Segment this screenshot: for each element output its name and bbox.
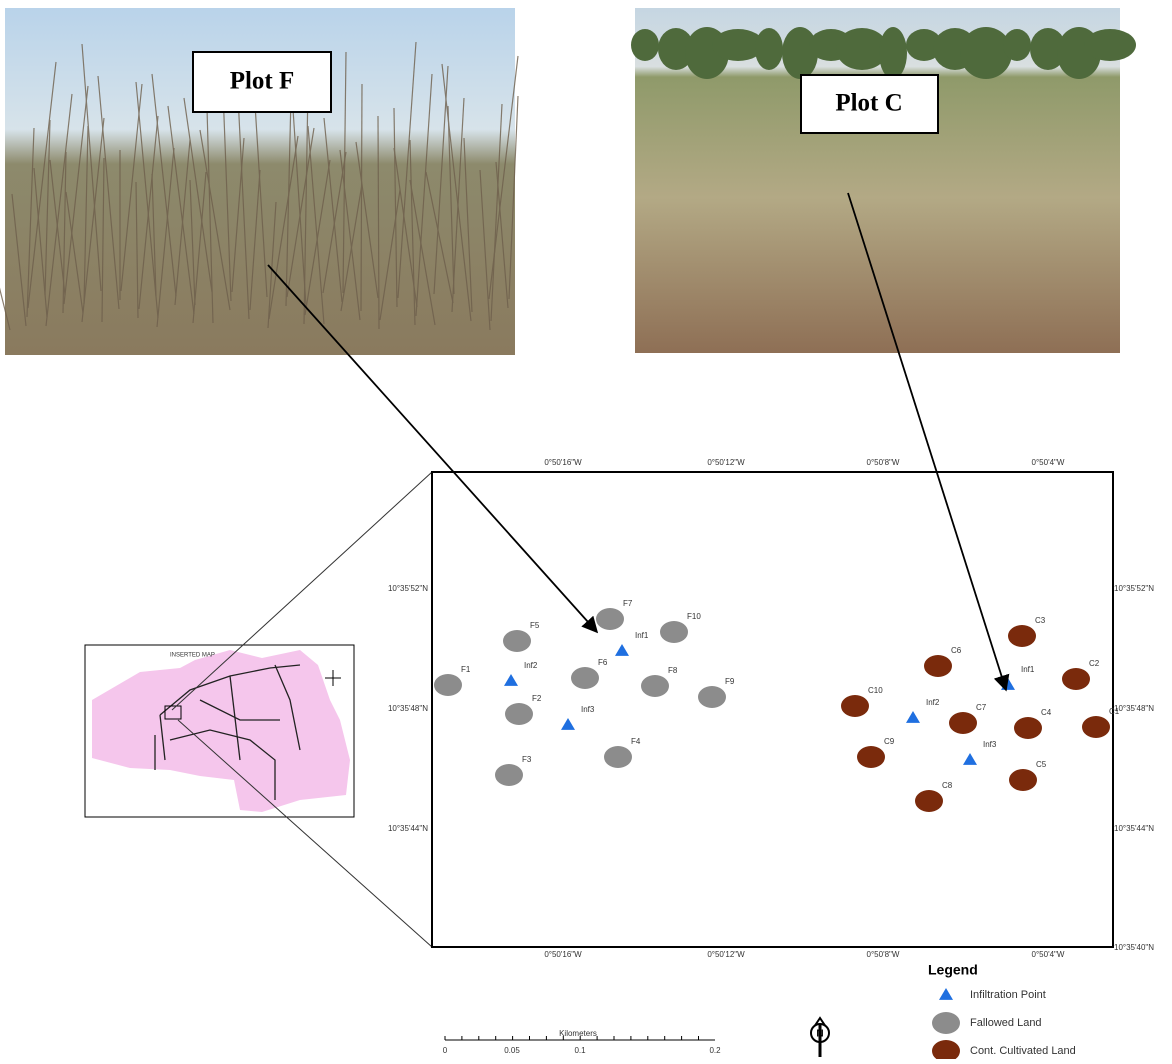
scale-title: Kilometers bbox=[559, 1029, 597, 1038]
scale-label: 0.2 bbox=[709, 1046, 721, 1055]
scale-bar: Kilometers 0 0.05 0.1 0.2 bbox=[443, 1029, 721, 1055]
point-label: Inf3 bbox=[983, 740, 997, 749]
cultivated-plot bbox=[1082, 716, 1110, 738]
legend-label: Infiltration Point bbox=[970, 989, 1046, 1001]
fallowed-plot bbox=[604, 746, 632, 768]
legend-title: Legend bbox=[928, 962, 978, 978]
point-label: F1 bbox=[461, 665, 471, 674]
top-tick-label: 0°50'12"W bbox=[707, 458, 745, 467]
point-label: F5 bbox=[530, 621, 540, 630]
fallowed-plot bbox=[495, 764, 523, 786]
point-label: F8 bbox=[668, 666, 678, 675]
arrow bbox=[847, 192, 1010, 692]
cultivated-plot bbox=[1009, 769, 1037, 791]
photo-label: Plot F bbox=[230, 68, 295, 95]
point-label: C6 bbox=[951, 646, 962, 655]
infiltration-point bbox=[963, 753, 977, 765]
point-label: Inf1 bbox=[635, 631, 649, 640]
photo-label: Plot C bbox=[835, 90, 902, 117]
top-tick-label: 0°50'16"W bbox=[544, 458, 582, 467]
point-label: F6 bbox=[598, 658, 608, 667]
point-label: Inf2 bbox=[524, 661, 538, 670]
point-label: Inf1 bbox=[1021, 665, 1035, 674]
point-label: C8 bbox=[942, 781, 953, 790]
point-label: C9 bbox=[884, 737, 895, 746]
svg-text:N: N bbox=[816, 1029, 823, 1040]
cultivated-plot bbox=[932, 1040, 960, 1062]
point-label: F3 bbox=[522, 755, 532, 764]
point-label: C7 bbox=[976, 703, 987, 712]
bottom-tick-label: 0°50'8"W bbox=[867, 950, 900, 959]
left-tick-label: 10°35'44"N bbox=[388, 824, 428, 833]
cultivated-plot bbox=[1062, 668, 1090, 690]
right-tick-label: 10°35'40"N bbox=[1114, 943, 1154, 952]
cultivated-plot bbox=[1008, 625, 1036, 647]
point-label: C3 bbox=[1035, 616, 1046, 625]
zoom-line bbox=[171, 471, 433, 711]
point-label: Inf3 bbox=[581, 705, 595, 714]
right-tick-label: 10°35'52"N bbox=[1114, 584, 1154, 593]
point-label: C4 bbox=[1041, 708, 1052, 717]
infiltration-point bbox=[906, 711, 920, 723]
fallowed-plot bbox=[503, 630, 531, 652]
scale-label: 0.1 bbox=[574, 1046, 586, 1055]
point-label: C2 bbox=[1089, 659, 1100, 668]
photo-plot-c: Plot C bbox=[631, 8, 1136, 353]
fallowed-plot bbox=[660, 621, 688, 643]
legend: Legend Infiltration Point Fallowed Land Co… bbox=[928, 962, 1076, 1062]
fallowed-plot bbox=[932, 1012, 960, 1034]
right-tick-label: 10°35'48"N bbox=[1114, 704, 1154, 713]
photo-label-box bbox=[192, 51, 332, 113]
scale-label: 0 bbox=[443, 1046, 448, 1055]
infiltration-point bbox=[504, 674, 518, 686]
cultivated-plot bbox=[841, 695, 869, 717]
point-label: F2 bbox=[532, 694, 542, 703]
infiltration-point bbox=[939, 988, 953, 1000]
legend-label: Cont. Cultivated Land bbox=[970, 1045, 1076, 1057]
right-tick-label: 10°35'44"N bbox=[1114, 824, 1154, 833]
fallowed-plot bbox=[505, 703, 533, 725]
bottom-tick-label: 0°50'12"W bbox=[707, 950, 745, 959]
scale-label: 0.05 bbox=[504, 1046, 520, 1055]
point-label: C5 bbox=[1036, 760, 1047, 769]
cultivated-plot bbox=[924, 655, 952, 677]
infiltration-point bbox=[561, 718, 575, 730]
fallowed-plot bbox=[596, 608, 624, 630]
point-label: F4 bbox=[631, 737, 641, 746]
left-tick-label: 10°35'52"N bbox=[388, 584, 428, 593]
point-label: F10 bbox=[687, 612, 701, 621]
fallowed-plot bbox=[571, 667, 599, 689]
photo-label-box bbox=[800, 74, 939, 134]
top-tick-label: 0°50'4"W bbox=[1032, 458, 1065, 467]
cultivated-plot bbox=[915, 790, 943, 812]
legend-label: Fallowed Land bbox=[970, 1017, 1042, 1029]
point-label: Inf2 bbox=[926, 698, 940, 707]
cultivated-plot bbox=[857, 746, 885, 768]
left-tick-label: 10°35'48"N bbox=[388, 704, 428, 713]
point-label: C10 bbox=[868, 686, 883, 695]
fallowed-plot bbox=[434, 674, 462, 696]
infiltration-point bbox=[615, 644, 629, 656]
point-label: F9 bbox=[725, 677, 735, 686]
inset-title: INSERTED MAP bbox=[170, 653, 215, 659]
north-arrow: N bbox=[810, 1016, 830, 1057]
fallowed-plot bbox=[641, 675, 669, 697]
map-frame bbox=[431, 471, 1114, 948]
point-label: C1 bbox=[1109, 707, 1120, 716]
inset-map: INSERTED MAP bbox=[84, 644, 355, 818]
photo-plot-f: Plot F bbox=[0, 8, 519, 355]
cultivated-plot bbox=[1014, 717, 1042, 739]
bottom-tick-label: 0°50'16"W bbox=[544, 950, 582, 959]
top-tick-label: 0°50'8"W bbox=[867, 458, 900, 467]
point-label: F7 bbox=[623, 599, 633, 608]
bottom-tick-label: 0°50'4"W bbox=[1032, 950, 1065, 959]
zoom-line bbox=[177, 719, 433, 948]
cultivated-plot bbox=[949, 712, 977, 734]
fallowed-plot bbox=[698, 686, 726, 708]
arrow bbox=[267, 264, 599, 634]
